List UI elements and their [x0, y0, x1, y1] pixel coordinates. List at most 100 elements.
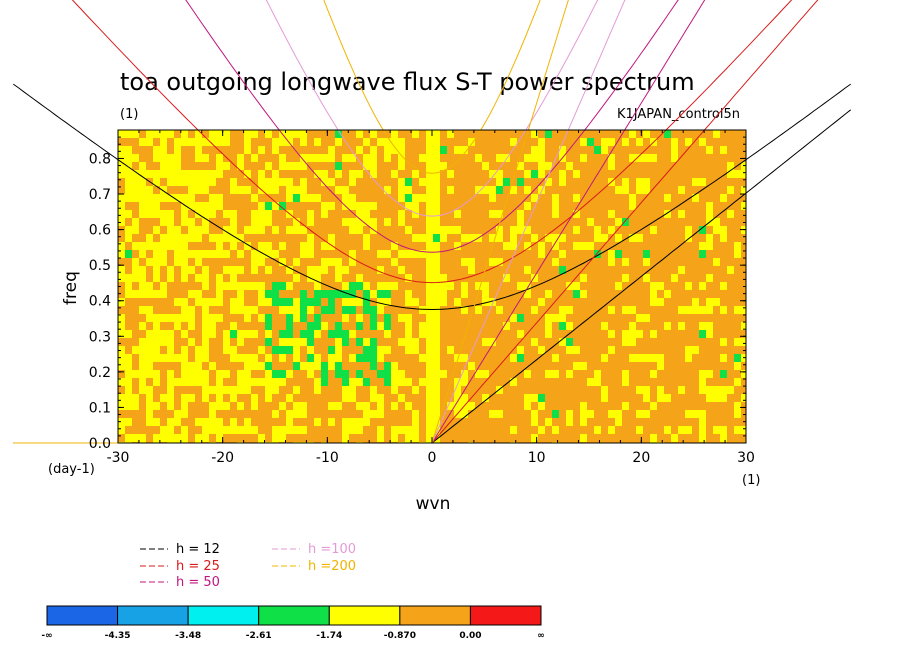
field-cell — [181, 210, 189, 219]
field-cell — [566, 394, 574, 403]
field-cell — [384, 210, 392, 219]
field-cell — [398, 186, 406, 195]
field-cell — [503, 354, 511, 363]
field-cell — [727, 362, 735, 371]
field-cell — [377, 322, 385, 331]
field-cell — [349, 306, 357, 315]
field-cell — [258, 178, 266, 187]
field-cell — [181, 226, 189, 235]
field-cell — [664, 394, 672, 403]
field-cell — [272, 194, 280, 203]
field-cell — [370, 138, 378, 147]
field-cell — [251, 234, 259, 243]
field-cell — [608, 378, 616, 387]
field-cell — [195, 266, 203, 275]
field-cell — [188, 290, 196, 299]
field-cell — [629, 218, 637, 227]
field-cell — [216, 234, 224, 243]
field-cell — [601, 338, 609, 347]
field-cell — [496, 138, 504, 147]
field-cell — [356, 362, 364, 371]
field-cell — [405, 202, 413, 211]
field-cell — [321, 386, 329, 395]
field-cell — [181, 266, 189, 275]
field-cell — [587, 322, 595, 331]
field-cell — [314, 226, 322, 235]
field-cell — [433, 322, 441, 331]
field-cell — [706, 154, 714, 163]
field-cell — [160, 394, 168, 403]
field-cell — [335, 210, 343, 219]
field-cell — [398, 218, 406, 227]
field-cell — [426, 386, 434, 395]
field-cell — [377, 162, 385, 171]
field-cell — [286, 410, 294, 419]
field-cell — [426, 210, 434, 219]
field-cell — [174, 290, 182, 299]
field-cell — [587, 402, 595, 411]
field-cell — [559, 298, 567, 307]
field-cell — [195, 130, 203, 139]
field-cell — [426, 354, 434, 363]
field-cell — [286, 250, 294, 259]
field-cell — [237, 210, 245, 219]
field-cell — [580, 258, 588, 267]
field-cell — [580, 314, 588, 323]
field-cell — [321, 306, 329, 315]
field-cell — [342, 370, 350, 379]
field-cell — [573, 194, 581, 203]
field-cell — [496, 194, 504, 203]
field-cell — [510, 362, 518, 371]
field-cell — [608, 418, 616, 427]
field-cell — [251, 154, 259, 163]
field-cell — [461, 354, 469, 363]
field-cell — [230, 426, 238, 435]
field-cell — [552, 138, 560, 147]
field-cell — [251, 138, 259, 147]
dispersion-curve-line — [13, 83, 851, 311]
field-cell — [496, 130, 504, 139]
field-cell — [664, 274, 672, 283]
field-cell — [314, 218, 322, 227]
field-cell — [153, 226, 161, 235]
field-cell — [720, 354, 728, 363]
field-cell — [433, 186, 441, 195]
field-cell — [188, 338, 196, 347]
field-cell — [524, 274, 532, 283]
field-cell — [587, 186, 595, 195]
field-cell — [482, 394, 490, 403]
field-cell — [188, 178, 196, 187]
field-cell — [181, 394, 189, 403]
field-cell — [202, 362, 210, 371]
field-cell — [566, 314, 574, 323]
field-cell — [741, 162, 746, 171]
field-cell — [426, 146, 434, 155]
field-cell — [615, 162, 623, 171]
field-cell — [188, 298, 196, 307]
field-cell — [153, 146, 161, 155]
field-cell — [503, 202, 511, 211]
field-cell — [300, 386, 308, 395]
field-cell — [300, 226, 308, 235]
field-cell — [405, 154, 413, 163]
field-cell — [552, 242, 560, 251]
field-cell — [454, 202, 462, 211]
field-cell — [244, 146, 252, 155]
field-cell — [202, 298, 210, 307]
field-cell — [468, 322, 476, 331]
field-cell — [405, 170, 413, 179]
field-cell — [244, 274, 252, 283]
field-cell — [300, 202, 308, 211]
field-cell — [286, 346, 294, 355]
field-cell — [370, 402, 378, 411]
field-cell — [454, 234, 462, 243]
field-cell — [664, 426, 672, 435]
field-cell — [629, 322, 637, 331]
field-cell — [629, 354, 637, 363]
field-cell — [244, 314, 252, 323]
field-cell — [188, 170, 196, 179]
field-cell — [489, 282, 497, 291]
field-cell — [650, 194, 658, 203]
field-cell — [475, 242, 483, 251]
field-cell — [391, 210, 399, 219]
